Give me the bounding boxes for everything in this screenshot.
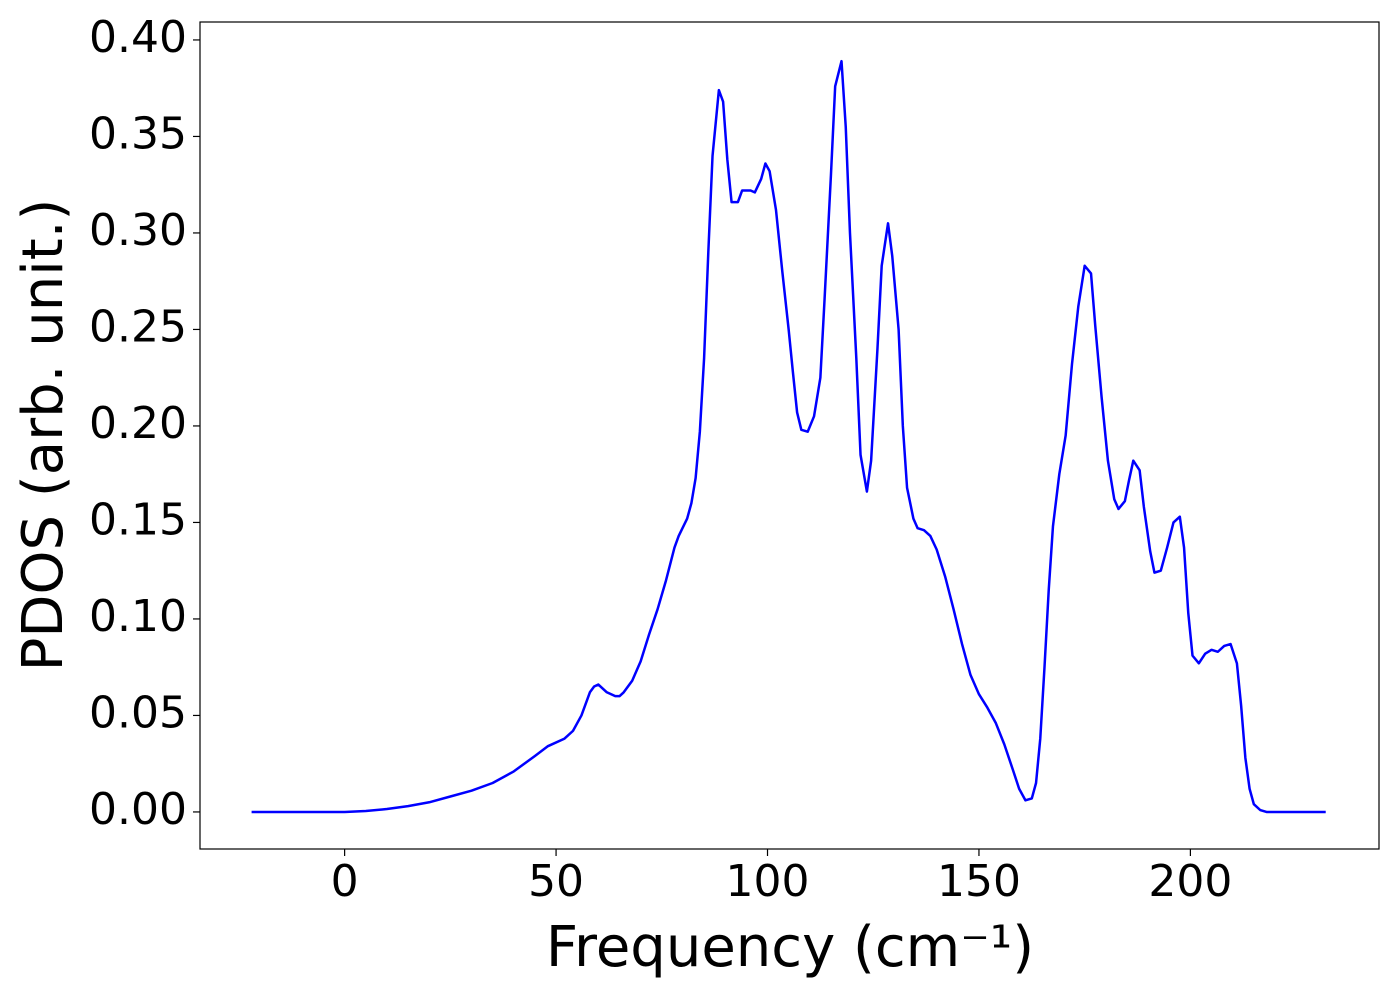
y-tick-label: 0.25 bbox=[89, 301, 187, 352]
y-tick-label: 0.40 bbox=[89, 12, 187, 63]
y-tick-label: 0.15 bbox=[89, 494, 187, 545]
x-tick-label: 50 bbox=[528, 856, 584, 907]
y-axis-label: PDOS (arb. unit.) bbox=[11, 199, 76, 672]
x-axis-label: Frequency (cm⁻¹) bbox=[546, 915, 1034, 980]
x-tick-label: 150 bbox=[937, 856, 1021, 907]
data-line bbox=[251, 59, 1326, 814]
y-tick-label: 0.00 bbox=[89, 784, 187, 835]
y-tick-label: 0.30 bbox=[89, 205, 187, 256]
x-tick-label: 0 bbox=[331, 856, 359, 907]
y-tick-label: 0.35 bbox=[89, 108, 187, 159]
y-tick-label: 0.10 bbox=[89, 591, 187, 642]
x-tick-label: 100 bbox=[726, 856, 810, 907]
axes-frame bbox=[199, 21, 1380, 850]
x-tick-label: 200 bbox=[1148, 856, 1232, 907]
y-tick-label: 0.20 bbox=[89, 398, 187, 449]
y-tick-label: 0.05 bbox=[89, 687, 187, 738]
